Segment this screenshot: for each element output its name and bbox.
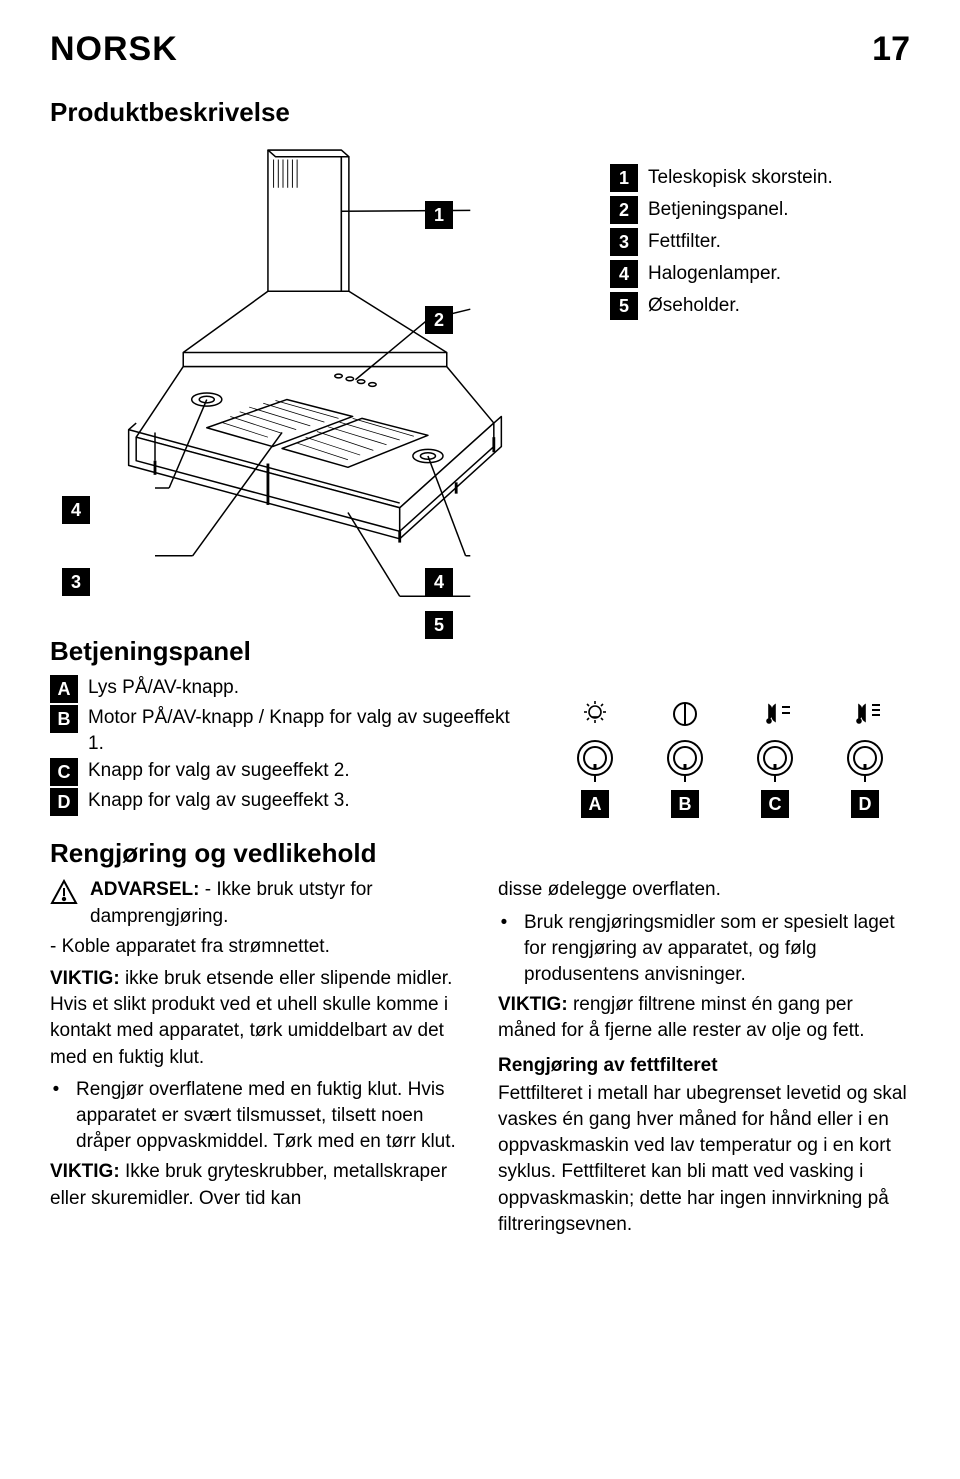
- language-label: NORSK: [50, 30, 178, 69]
- knob-dial-icon: [573, 738, 617, 782]
- knob-label-a: A: [581, 790, 609, 818]
- legend-badge: 4: [610, 260, 638, 288]
- callout-2: 2: [425, 306, 453, 334]
- power-icon: [670, 698, 700, 730]
- cleaning-col-left: ADVARSEL: - Ikke bruk utstyr for dampren…: [50, 877, 462, 1244]
- control-panel-row: A Lys PÅ/AV-knapp. B Motor PÅ/AV-knapp /…: [50, 675, 910, 818]
- control-item: D Knapp for valg av sugeeffekt 3.: [50, 788, 520, 816]
- callout-3: 3: [62, 568, 90, 596]
- viktig-para-2: VIKTIG: Ikke bruk gryteskrubber, metalls…: [50, 1159, 462, 1211]
- bullet-dot: •: [50, 1077, 62, 1156]
- knob-d: D: [843, 698, 887, 818]
- control-text: Lys PÅ/AV-knapp.: [88, 675, 239, 701]
- legend-text: Øseholder.: [648, 295, 740, 317]
- control-badge-c: C: [50, 758, 78, 786]
- control-text: Motor PÅ/AV-knapp / Knapp for valg av su…: [88, 705, 520, 756]
- viktig-label: VIKTIG:: [50, 968, 120, 989]
- viktig-label: VIKTIG:: [50, 1161, 120, 1182]
- callout-1: 1: [425, 201, 453, 229]
- warning-row: ADVARSEL: - Ikke bruk utstyr for dampren…: [50, 877, 462, 929]
- legend-item: 5 Øseholder.: [610, 292, 910, 320]
- viktig-para-1: VIKTIG: ikke bruk etsende eller slipende…: [50, 966, 462, 1071]
- hood-illustration: [50, 136, 580, 616]
- knob-dial-icon: [753, 738, 797, 782]
- legend-text: Betjeningspanel.: [648, 199, 789, 221]
- viktig-para-3: VIKTIG: rengjør filtrene minst én gang p…: [498, 992, 910, 1044]
- fan-speed2-icon: [758, 698, 792, 730]
- control-item: C Knapp for valg av sugeeffekt 2.: [50, 758, 520, 786]
- legend-badge: 1: [610, 164, 638, 192]
- subheading-filter: Rengjøring av fettfilteret: [498, 1053, 910, 1079]
- cleaning-col-right: disse ødelegge overflaten. • Bruk rengjø…: [498, 877, 910, 1244]
- knob-label-b: B: [671, 790, 699, 818]
- warning-icon: [50, 877, 80, 913]
- legend-item: 3 Fettfilter.: [610, 228, 910, 256]
- knob-dial-icon: [843, 738, 887, 782]
- bullet-text: Bruk rengjøringsmidler som er spesielt l…: [524, 910, 910, 989]
- light-icon: [580, 698, 610, 730]
- legend-text: Fettfilter.: [648, 231, 721, 253]
- control-descriptions: A Lys PÅ/AV-knapp. B Motor PÅ/AV-knapp /…: [50, 675, 520, 818]
- product-diagram: 1 2 4 3 4 5: [50, 136, 580, 616]
- control-item: A Lys PÅ/AV-knapp.: [50, 675, 520, 703]
- diagram-legend: 1 Teleskopisk skorstein. 2 Betjeningspan…: [610, 136, 910, 616]
- cleaning-columns: ADVARSEL: - Ikke bruk utstyr for dampren…: [50, 877, 910, 1244]
- legend-item: 1 Teleskopisk skorstein.: [610, 164, 910, 192]
- knob-c: C: [753, 698, 797, 818]
- control-badge-a: A: [50, 675, 78, 703]
- knob-label-d: D: [851, 790, 879, 818]
- legend-badge: 5: [610, 292, 638, 320]
- callout-4-left: 4: [62, 496, 90, 524]
- section-title-product: Produktbeskrivelse: [50, 97, 910, 128]
- legend-text: Halogenlamper.: [648, 263, 781, 285]
- bullet-dot: •: [498, 910, 510, 989]
- control-badge-b: B: [50, 705, 78, 733]
- bullet-text: Rengjør overflatene med en fuktig klut. …: [76, 1077, 462, 1156]
- continuation-line: disse ødelegge overflaten.: [498, 877, 910, 903]
- diagram-column: 1 2 4 3 4 5: [50, 136, 580, 616]
- legend-badge: 2: [610, 196, 638, 224]
- knob-label-c: C: [761, 790, 789, 818]
- section-title-controls: Betjeningspanel: [50, 636, 910, 667]
- bullet-item: • Rengjør overflatene med en fuktig klut…: [50, 1077, 462, 1156]
- control-badge-d: D: [50, 788, 78, 816]
- warn-label: ADVARSEL:: [90, 879, 199, 900]
- filter-text: Fettfilteret i metall har ubegrenset lev…: [498, 1081, 910, 1238]
- control-item: B Motor PÅ/AV-knapp / Knapp for valg av …: [50, 705, 520, 756]
- page-header: NORSK 17: [50, 30, 910, 69]
- legend-badge: 3: [610, 228, 638, 256]
- fan-speed3-icon: [848, 698, 882, 730]
- knob-dial-icon: [663, 738, 707, 782]
- disconnect-line: - Koble apparatet fra strømnettet.: [50, 934, 462, 960]
- callout-5: 5: [425, 611, 453, 639]
- cleaning-section: Rengjøring og vedlikehold ADVARSEL: - Ik…: [50, 838, 910, 1244]
- callout-4-right: 4: [425, 568, 453, 596]
- page-number: 17: [872, 30, 910, 69]
- knob-illustration: A B C D: [550, 675, 910, 818]
- viktig-label: VIKTIG:: [498, 994, 568, 1015]
- warning-text: ADVARSEL: - Ikke bruk utstyr for dampren…: [90, 877, 462, 929]
- bullet-item: • Bruk rengjøringsmidler som er spesielt…: [498, 910, 910, 989]
- legend-item: 2 Betjeningspanel.: [610, 196, 910, 224]
- legend-text: Teleskopisk skorstein.: [648, 167, 833, 189]
- knob-a: A: [573, 698, 617, 818]
- control-text: Knapp for valg av sugeeffekt 2.: [88, 758, 350, 784]
- knob-b: B: [663, 698, 707, 818]
- control-text: Knapp for valg av sugeeffekt 3.: [88, 788, 350, 814]
- legend-item: 4 Halogenlamper.: [610, 260, 910, 288]
- section-title-cleaning: Rengjøring og vedlikehold: [50, 838, 910, 869]
- product-description-row: 1 2 4 3 4 5 1 Teleskopisk skorstein. 2 B…: [50, 136, 910, 616]
